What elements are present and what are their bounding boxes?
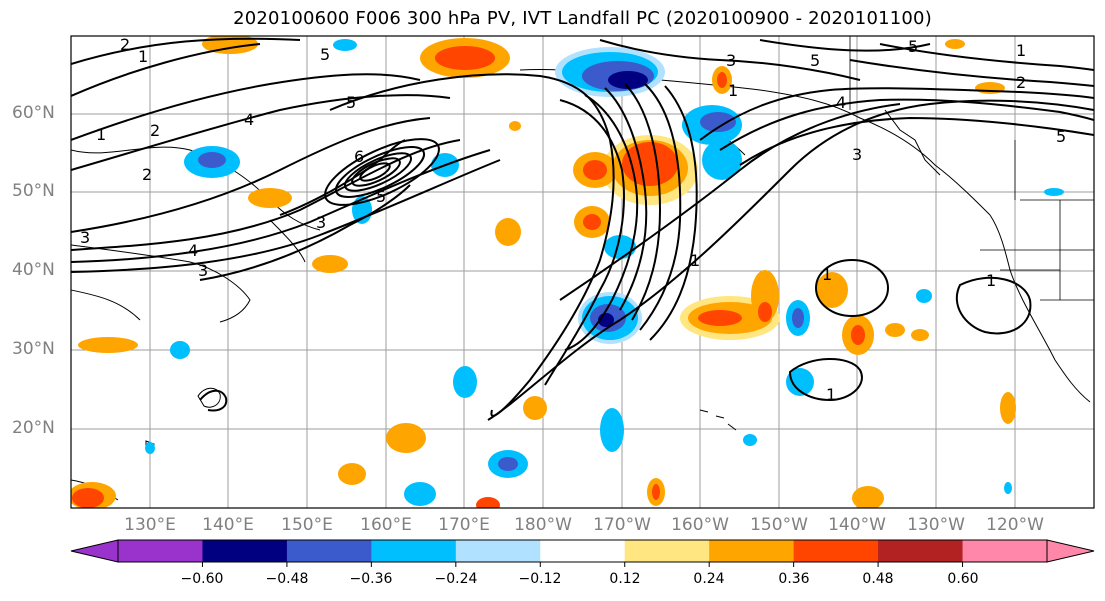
lon-label: 130°W (907, 515, 965, 535)
colorbar-segment (371, 540, 457, 562)
contour-label: 3 (852, 145, 862, 164)
colorbar-tick-label: −0.60 (180, 571, 224, 587)
lat-label: 50°N (12, 181, 55, 201)
lon-label: 130°E (124, 515, 176, 535)
colorbar-tick-label: 0.48 (862, 571, 894, 587)
pv-negative-anomalies (145, 39, 1064, 506)
contour-label: 1 (690, 251, 700, 270)
contour-label: 5 (810, 51, 820, 70)
colorbar-tick-label: −0.12 (518, 571, 562, 587)
contour-labels: 2 1 2 2 3 1 4 3 4 5 5 3 3 1 4 5 2 1 5 3 … (80, 35, 1066, 404)
contour-label: 5 (376, 187, 386, 206)
lon-label: 170°E (438, 515, 490, 535)
colorbar-tick-label: −0.36 (349, 571, 393, 587)
colorbar-extend-min (70, 539, 119, 563)
contour-label: 2 (1016, 73, 1026, 92)
contour-label: 3 (80, 228, 90, 247)
lon-label: 160°W (671, 515, 729, 535)
contour-label: 6 (354, 147, 364, 166)
contour-label: 1 (826, 385, 836, 404)
plot-border (70, 35, 1095, 509)
colorbar-extend-max (1046, 539, 1095, 563)
contour-label: 1 (96, 125, 106, 144)
colorbar-tick-label: −0.24 (434, 571, 478, 587)
contour-label: 1 (986, 271, 996, 290)
colorbar-segment (624, 540, 710, 562)
plot-area (71, 36, 1094, 508)
contour-label: 3 (726, 51, 736, 70)
lat-label: 20°N (12, 418, 55, 438)
map-title: 2020100600 F006 300 hPa PV, IVT Landfall… (233, 8, 932, 29)
colorbar-segment (118, 540, 203, 562)
contour-label: 5 (320, 45, 330, 64)
lat-label: 60°N (12, 103, 55, 123)
contour-label: 5 (1056, 127, 1066, 146)
pv-positive-anomalies (71, 36, 1016, 508)
contour-label: 2 (142, 165, 152, 184)
contour-label: 4 (836, 93, 846, 112)
lat-label: 40°N (12, 260, 55, 280)
contour-label: 1 (728, 81, 738, 100)
contour-label: 4 (188, 241, 198, 260)
colorbar (70, 539, 1095, 567)
colorbar-tick-label: 0.12 (609, 571, 641, 587)
colorbar-tick-label: 0.36 (778, 571, 810, 587)
contour-label: 1 (138, 47, 148, 66)
contour-label: 3 (198, 261, 208, 280)
contour-label: 2 (120, 35, 130, 54)
colorbar-segment (962, 540, 1048, 562)
colorbar-tick-label: 0.60 (947, 571, 979, 587)
contour-label: 5 (346, 93, 356, 112)
lon-label: 160°E (360, 515, 412, 535)
contour-label: 1 (822, 265, 832, 284)
contour-label: 4 (244, 110, 254, 129)
ivt-contours (71, 37, 1094, 421)
colorbar-border (117, 539, 1048, 563)
contour-label: 5 (908, 37, 918, 56)
colorbar-segment (455, 540, 541, 562)
colorbar-segment (286, 540, 372, 562)
lon-label: 150°E (281, 515, 333, 535)
lon-label: 170°W (593, 515, 651, 535)
lon-label: 180°W (514, 515, 572, 535)
lon-label: 140°W (828, 515, 886, 535)
colorbar-segment (878, 540, 964, 562)
contour-label: 3 (316, 213, 326, 232)
colorbar-tick-label: −0.48 (265, 571, 309, 587)
colorbar-segment (202, 540, 288, 562)
colorbar-segment (709, 540, 795, 562)
boundaries (849, 36, 1094, 301)
contour-label: 2 (150, 121, 160, 140)
colorbar-segment (793, 540, 879, 562)
lat-label: 30°N (12, 339, 55, 359)
lon-label: 120°W (986, 515, 1044, 535)
contour-label: 1 (1016, 41, 1026, 60)
colorbar-segment (540, 540, 626, 562)
colorbar-tick-label: 0.24 (693, 571, 725, 587)
lon-label: 150°W (750, 515, 808, 535)
lon-label: 140°E (202, 515, 254, 535)
